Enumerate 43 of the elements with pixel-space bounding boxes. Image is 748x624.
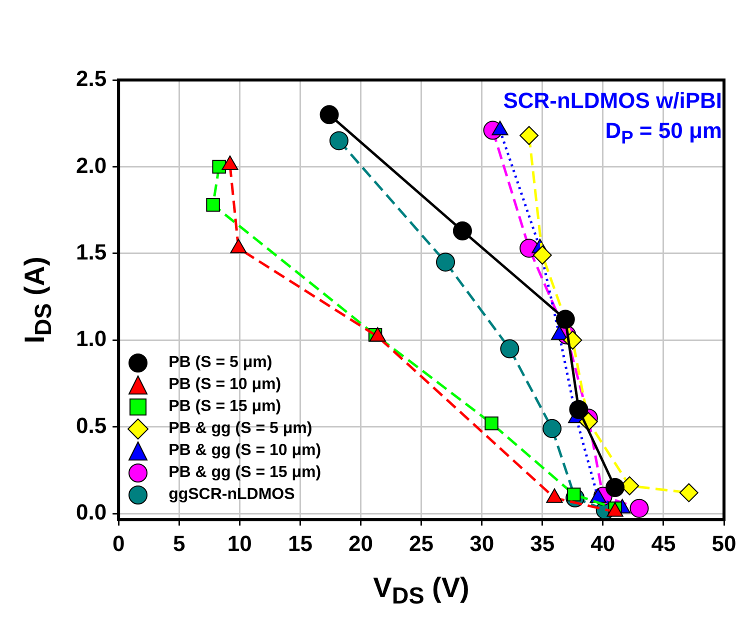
- x-tick-label: 50: [712, 530, 736, 556]
- x-tick-label: 45: [651, 530, 676, 556]
- annotation: D$_{P}$ = 50 μm: [604, 117, 722, 150]
- legend-label: PB & gg (S = 5 μm): [168, 418, 312, 439]
- point: [556, 310, 575, 329]
- annotation: SCR-nLDMOS w/iPBI: [503, 87, 722, 115]
- x-tick-label: 40: [590, 530, 616, 556]
- x-tick-label: 15: [288, 530, 312, 556]
- legend-label: PB (S = 10 μm): [168, 374, 282, 395]
- y-tick-label: 2.0: [76, 152, 107, 178]
- point: [569, 400, 588, 419]
- point: [329, 131, 348, 150]
- point: [212, 160, 226, 174]
- point: [206, 198, 220, 212]
- legend-label: PB (S = 15 μm): [168, 396, 282, 417]
- x-tick-label: 10: [227, 530, 252, 556]
- legend-label: PB (S = 5 μm): [168, 352, 272, 373]
- y-tick-label: 1.0: [76, 326, 107, 352]
- y-tick-label: 0.5: [76, 412, 107, 438]
- y-tick-label: 0.0: [76, 500, 107, 525]
- point: [484, 416, 498, 430]
- legend-label: ggSCR-nLDMOS: [168, 484, 295, 505]
- point: [532, 246, 552, 265]
- legend-label: PB & gg (S = 10 μm): [168, 440, 322, 461]
- point: [606, 478, 625, 498]
- point: [520, 126, 539, 145]
- x-tick-label: 5: [173, 530, 186, 556]
- x-tick-label: 35: [530, 530, 555, 556]
- point: [436, 252, 456, 272]
- point: [452, 221, 472, 240]
- x-tick-label: 25: [409, 530, 434, 556]
- x-tick-label: 0: [112, 530, 125, 556]
- point: [679, 483, 698, 502]
- y-tick-label: 2.5: [76, 66, 107, 92]
- point: [320, 105, 339, 124]
- x-tick-label: 30: [470, 530, 494, 556]
- x-tick-label: 20: [348, 530, 373, 556]
- y-tick-label: 1.5: [76, 239, 107, 264]
- point: [542, 419, 562, 438]
- legend-label: PB & gg (S = 15 μm): [168, 462, 322, 483]
- point: [630, 498, 649, 518]
- point: [500, 339, 520, 358]
- x-axis-title: V$_{DS}$ (V): [373, 572, 470, 610]
